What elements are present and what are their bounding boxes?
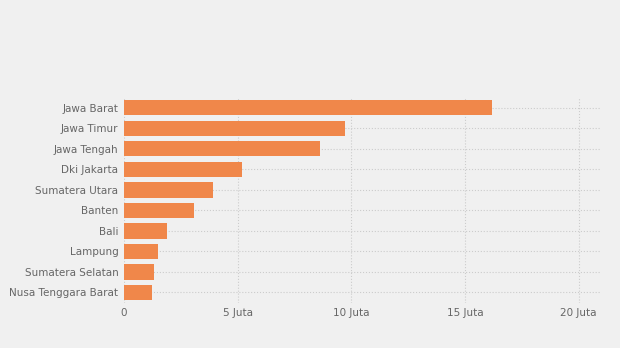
Bar [124, 244, 158, 259]
Bar [124, 182, 213, 198]
Bar [124, 100, 492, 116]
Bar [124, 161, 242, 177]
Bar [124, 264, 154, 280]
Bar [124, 120, 345, 136]
Bar [124, 223, 167, 239]
Bar [124, 141, 319, 157]
Bar [124, 203, 195, 218]
Bar [124, 285, 153, 300]
